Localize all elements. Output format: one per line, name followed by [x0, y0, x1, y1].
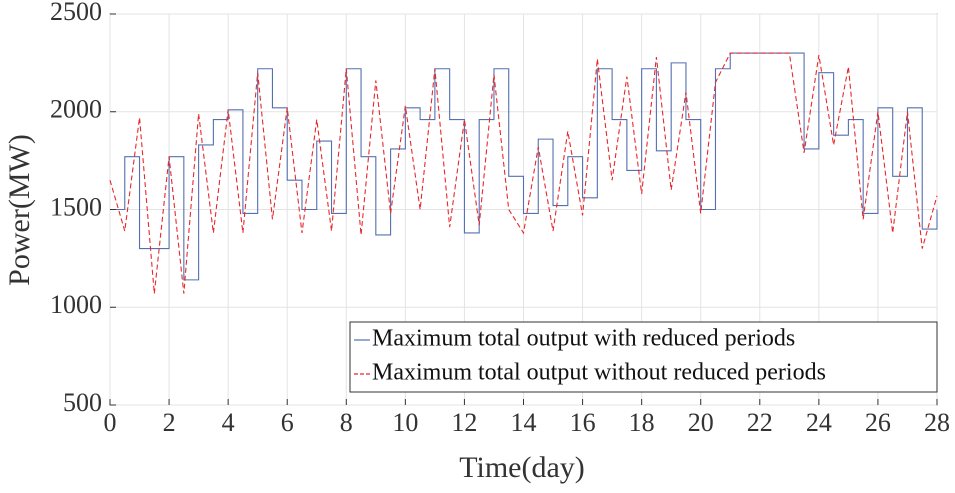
y-tick-label: 1000	[50, 290, 102, 319]
y-tick-label: 2500	[50, 0, 102, 26]
legend-label: Maximum total output with reduced period…	[372, 326, 795, 352]
y-tick-label: 1500	[50, 192, 102, 221]
legend	[349, 321, 938, 393]
series-line	[109, 52, 938, 294]
x-tick-label: 22	[747, 408, 773, 437]
x-tick-label: 4	[222, 408, 235, 437]
x-axis-label: Time(day)	[459, 451, 585, 484]
x-tick-label: 16	[570, 408, 596, 437]
x-tick-label: 12	[451, 408, 477, 437]
x-tick-label: 28	[924, 408, 950, 437]
y-tick-label: 2000	[50, 95, 102, 124]
x-tick-label: 20	[688, 408, 714, 437]
x-tick-label: 8	[340, 408, 353, 437]
x-tick-label: 10	[392, 408, 418, 437]
x-tick-label: 26	[865, 408, 891, 437]
x-tick-label: 14	[511, 408, 537, 437]
legend-label: Maximum total output without reduced per…	[372, 360, 826, 386]
x-tick-label: 6	[281, 408, 294, 437]
y-axis-label: Power(MW)	[3, 134, 36, 286]
x-tick-label: 0	[104, 408, 117, 437]
x-tick-label: 18	[629, 408, 655, 437]
y-tick-label: 500	[63, 388, 102, 417]
series-line	[110, 52, 938, 281]
x-tick-label: 24	[806, 408, 832, 437]
x-tick-label: 2	[163, 408, 176, 437]
